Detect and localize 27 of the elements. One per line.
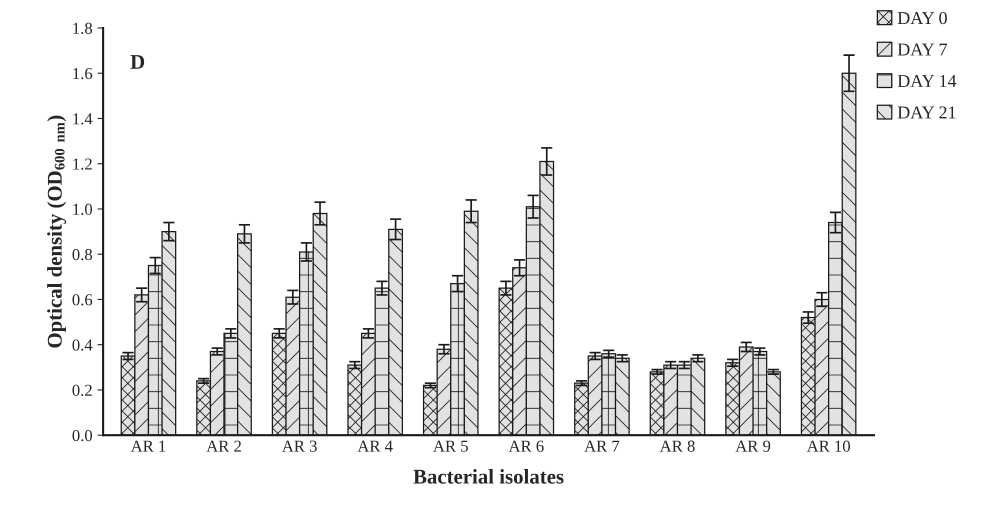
y-tick-label: 1.2 <box>73 158 92 170</box>
legend-label: DAY 7 <box>898 44 948 56</box>
legend-label: DAY 14 <box>898 74 956 87</box>
x-tick-label: AR 10 <box>806 440 850 452</box>
x-tick-label: AR 7 <box>584 440 620 452</box>
legend-label: DAY 0 <box>898 12 947 24</box>
y-tick-label: 1.4 <box>73 113 92 125</box>
x-tick-label: AR 6 <box>508 440 544 452</box>
x-tick-label: AR 9 <box>735 440 770 452</box>
x-axis-title: Bacterial isolates <box>413 469 564 484</box>
text: D <box>130 55 144 69</box>
y-tick-label: 1.6 <box>73 68 92 80</box>
y-tick-label: 0.8 <box>72 248 92 260</box>
y-axis-title: Optical density (OD$_{600 nm}$) <box>47 116 66 348</box>
y-tick-label: 0.0 <box>72 430 92 442</box>
y-tick-label: 0.6 <box>72 294 92 306</box>
y-tick-label: 0.2 <box>72 384 92 396</box>
y-tick-label: 1.0 <box>73 204 92 215</box>
x-tick-label: AR 2 <box>206 440 241 452</box>
x-tick-label: AR 3 <box>282 440 317 452</box>
x-tick-label: AR 1 <box>130 440 166 452</box>
x-tick-label: AR 8 <box>660 440 695 452</box>
legend-label: DAY 21 <box>898 106 956 118</box>
x-tick-label: AR 4 <box>358 440 393 452</box>
x-tick-label: AR 5 <box>433 440 468 452</box>
y-tick-label: 0.4 <box>72 339 92 351</box>
y-tick-label: 1.8 <box>73 22 92 34</box>
